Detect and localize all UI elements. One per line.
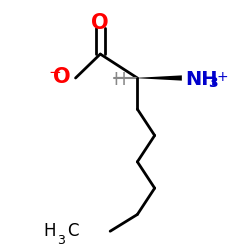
Text: 3: 3 xyxy=(208,76,218,90)
Text: NH: NH xyxy=(186,70,218,90)
Text: O: O xyxy=(53,67,71,87)
Text: O: O xyxy=(92,13,109,33)
Text: C: C xyxy=(67,222,78,240)
Polygon shape xyxy=(137,75,182,81)
Text: 3: 3 xyxy=(57,234,65,247)
Text: H: H xyxy=(43,222,56,240)
Text: +: + xyxy=(216,70,228,84)
Text: −: − xyxy=(48,64,61,80)
Text: H: H xyxy=(114,71,126,89)
